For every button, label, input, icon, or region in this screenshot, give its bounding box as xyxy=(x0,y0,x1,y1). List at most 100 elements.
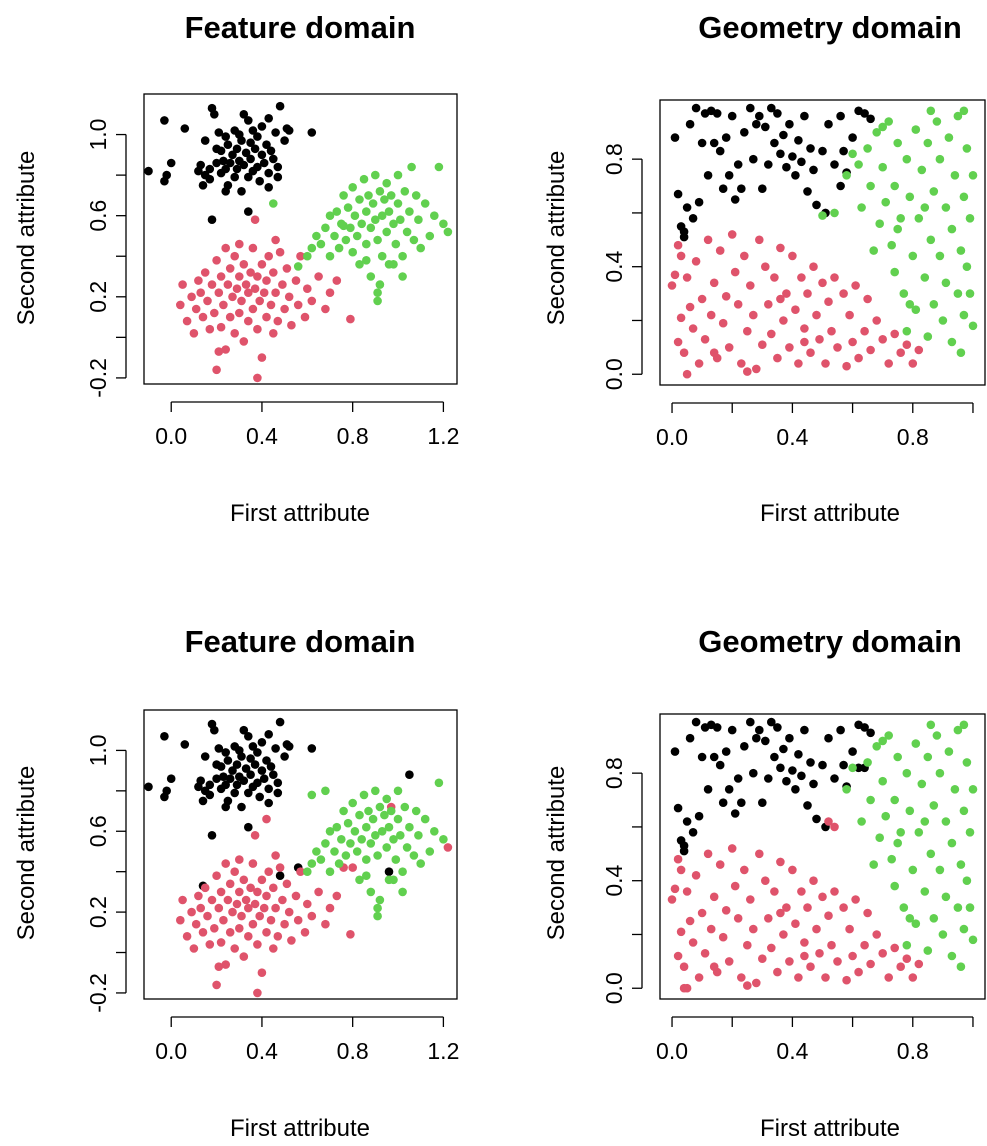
data-point xyxy=(893,138,902,148)
data-point xyxy=(307,296,317,306)
data-point xyxy=(198,796,208,806)
data-point xyxy=(679,983,689,993)
data-point xyxy=(221,164,230,174)
data-point xyxy=(682,369,692,379)
data-point xyxy=(250,284,260,294)
data-point xyxy=(746,281,755,290)
data-point xyxy=(875,833,884,842)
data-point xyxy=(697,294,707,304)
data-point xyxy=(264,183,274,192)
data-point xyxy=(160,116,169,125)
data-point xyxy=(330,847,339,856)
data-point xyxy=(307,243,317,253)
data-point xyxy=(241,280,251,289)
data-point xyxy=(911,739,921,748)
data-point xyxy=(827,940,836,950)
data-point xyxy=(830,208,839,218)
data-point xyxy=(776,857,785,867)
data-point xyxy=(848,951,857,961)
data-point xyxy=(255,792,264,802)
data-point xyxy=(221,748,230,757)
data-point xyxy=(872,742,881,751)
x-tick-label: 0.8 xyxy=(897,1038,929,1064)
data-point xyxy=(956,860,966,869)
data-point xyxy=(932,117,942,126)
y-tick-label: 0.0 xyxy=(601,358,627,390)
data-point xyxy=(259,158,269,168)
data-point xyxy=(237,911,246,921)
data-point xyxy=(935,154,945,164)
data-point xyxy=(962,262,972,272)
data-point xyxy=(246,883,255,893)
data-point xyxy=(797,157,806,167)
data-point xyxy=(160,732,169,741)
x-tick-label: 0.8 xyxy=(897,424,929,450)
data-point xyxy=(944,133,954,142)
data-point xyxy=(275,871,285,880)
data-point xyxy=(262,814,271,824)
data-point xyxy=(709,962,719,971)
data-point xyxy=(860,109,869,118)
data-point xyxy=(890,181,899,191)
data-point xyxy=(219,156,228,166)
data-point xyxy=(380,810,389,820)
data-point xyxy=(812,924,821,934)
data-point xyxy=(210,924,219,933)
data-point xyxy=(366,887,376,897)
data-point xyxy=(887,854,896,864)
x-tick-label: 0.4 xyxy=(246,423,278,449)
data-point xyxy=(782,289,791,298)
data-point xyxy=(405,770,414,779)
data-point xyxy=(196,160,205,170)
data-point xyxy=(818,278,827,288)
data-point xyxy=(228,150,237,160)
data-point xyxy=(196,776,205,785)
data-point xyxy=(325,251,335,261)
data-point xyxy=(212,365,221,375)
data-point xyxy=(848,747,857,756)
data-point xyxy=(740,742,749,751)
data-point xyxy=(196,288,205,298)
data-point xyxy=(205,780,215,790)
data-point xyxy=(371,786,380,796)
data-point xyxy=(884,359,893,368)
data-point xyxy=(833,343,842,352)
data-point xyxy=(352,231,362,241)
data-point xyxy=(953,903,963,912)
data-point xyxy=(300,312,310,322)
data-point xyxy=(396,215,405,224)
data-point xyxy=(300,928,310,937)
data-point xyxy=(196,903,205,913)
data-point xyxy=(187,292,196,302)
data-point xyxy=(941,892,951,902)
data-point xyxy=(935,768,945,778)
data-point xyxy=(896,828,905,837)
data-point xyxy=(776,243,785,253)
data-point xyxy=(191,304,201,314)
data-point xyxy=(863,294,872,304)
data-point xyxy=(956,348,966,358)
data-point xyxy=(284,292,294,302)
data-point xyxy=(791,785,800,794)
data-point xyxy=(878,949,887,958)
data-point xyxy=(316,239,326,249)
data-point xyxy=(812,310,821,320)
data-point xyxy=(271,744,280,753)
data-point xyxy=(785,343,794,352)
data-point xyxy=(926,720,936,730)
data-point xyxy=(357,835,367,844)
data-point xyxy=(205,174,215,184)
x-tick-label: 0.4 xyxy=(246,1038,278,1064)
data-point xyxy=(216,146,226,156)
data-point xyxy=(743,940,752,950)
data-point xyxy=(941,278,951,288)
data-point xyxy=(246,268,255,277)
data-point xyxy=(420,814,430,824)
data-point xyxy=(402,227,412,237)
data-point xyxy=(863,758,872,767)
data-point xyxy=(198,181,208,190)
data-point xyxy=(384,207,394,216)
data-point xyxy=(752,119,761,129)
data-point xyxy=(262,891,271,901)
